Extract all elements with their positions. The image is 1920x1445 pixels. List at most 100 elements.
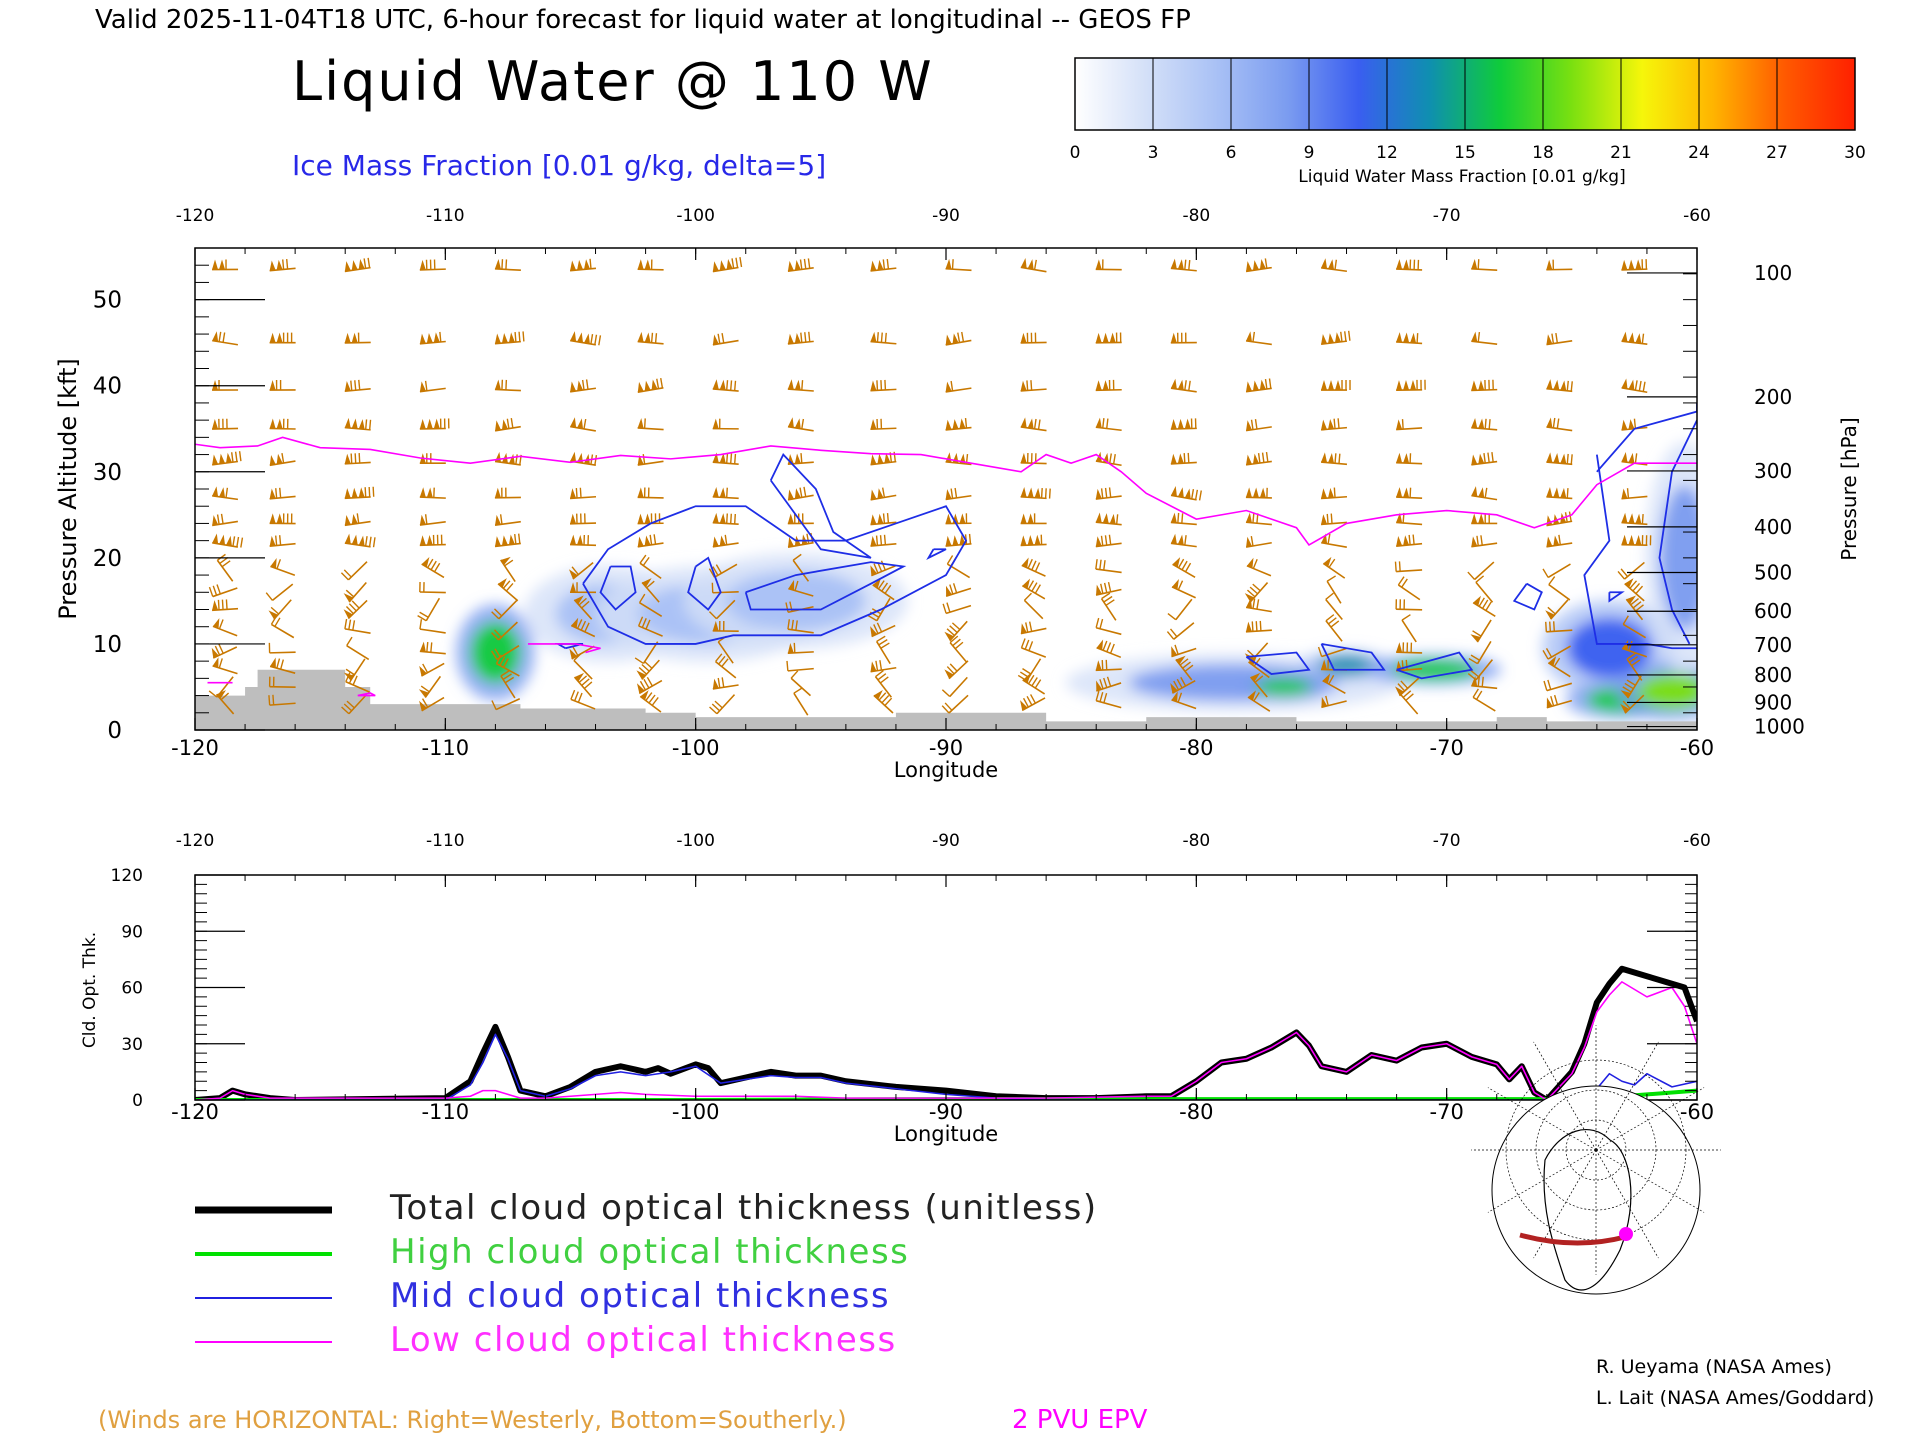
wind-barb-shaft	[495, 389, 521, 390]
bottom-ylabel: Cld. Opt. Thk.	[80, 932, 100, 1048]
wind-barb-feather	[1178, 513, 1179, 523]
valid-line: Valid 2025-11-04T18 UTC, 6-hour forecast…	[95, 5, 1191, 35]
wind-barb-feather	[365, 487, 366, 497]
wind-barb-feather	[366, 419, 367, 429]
x-tick-label: -60	[1680, 736, 1714, 760]
bottom-x-tick-label: -70	[1430, 1100, 1464, 1124]
wind-barb-shaft	[713, 592, 739, 593]
y-tick-label: 10	[93, 632, 122, 658]
wind-barb-feather	[1546, 622, 1547, 632]
bottom-x-tick-label: -60	[1680, 1100, 1714, 1124]
wind-barb-feather	[1042, 488, 1043, 498]
wind-barb-feather	[1189, 260, 1190, 270]
wind-barb-feather	[226, 599, 227, 609]
wind-barb-feather	[1031, 380, 1032, 390]
wind-barb-feather	[1338, 418, 1339, 428]
bottom-x-tick-label: -120	[171, 1100, 219, 1124]
credit-line-1: R. Ueyama (NASA Ames)	[1596, 1356, 1832, 1378]
top-ylabel-right: Pressure [hPa]	[1837, 417, 1861, 560]
x-tick-label: -90	[929, 736, 963, 760]
bottom-y-tick-label: 0	[132, 1091, 143, 1111]
wind-barb-feather	[506, 259, 507, 269]
bottom-xlabel: Longitude	[894, 1122, 998, 1146]
optical-thickness-panel: -120-120-110-110-100-100-90-90-80-80-70-…	[80, 831, 1714, 1146]
wind-barb-feather	[580, 488, 581, 498]
wind-barb-feather	[1642, 514, 1643, 524]
wind-barb-feather	[1185, 260, 1186, 270]
colorbar-label: Liquid Water Mass Fraction [0.01 g/kg]	[1298, 167, 1625, 187]
wind-barb-feather	[1417, 333, 1418, 343]
wind-barb-feather	[1252, 621, 1253, 631]
wind-barb-feather	[735, 454, 736, 464]
colorbar-tick-label: 27	[1766, 143, 1788, 163]
epv-label: 2 PVU EPV	[1012, 1405, 1148, 1435]
wind-barb-feather	[1478, 259, 1479, 269]
wind-barb-feather	[794, 643, 795, 653]
x-tick-label-top: -60	[1683, 206, 1711, 226]
pressure-tick-label: 700	[1754, 633, 1792, 657]
wind-barb-feather	[645, 418, 646, 428]
wind-barb-feather	[276, 488, 277, 498]
wind-barb-shaft	[638, 497, 664, 498]
wind-barb-feather	[1395, 562, 1396, 572]
wind-barb-feather	[1182, 513, 1183, 523]
wind-barb-feather	[656, 333, 657, 343]
wind-barb-feather	[283, 259, 284, 269]
wind-barb-feather	[1339, 454, 1340, 464]
wind-barb-feather	[1634, 419, 1635, 429]
bottom-x-tick-label-top: -120	[176, 831, 215, 851]
wind-barb-feather	[519, 332, 520, 342]
liquid-water-blob	[1318, 656, 1374, 675]
pressure-tick-label: 500	[1754, 560, 1792, 584]
colorbar-tick-label: 15	[1454, 143, 1476, 163]
north-polar-map-icon	[1471, 1025, 1721, 1294]
legend: Total cloud optical thickness (unitless)…	[195, 1188, 1098, 1360]
legend-label: Mid cloud optical thickness	[390, 1276, 890, 1316]
wind-barb-feather	[1331, 514, 1332, 524]
wind-barb-feather	[877, 332, 878, 342]
bottom-x-tick-label-top: -110	[426, 831, 465, 851]
main-title: Liquid Water @ 110 W	[292, 50, 934, 113]
pressure-tick-label: 900	[1754, 690, 1792, 714]
wind-barb-feather	[1413, 535, 1414, 545]
y-tick-label: 40	[93, 374, 122, 400]
legend-label: High cloud optical thickness	[390, 1232, 909, 1272]
wind-barb-feather	[877, 536, 878, 546]
pressure-tick-label: 300	[1754, 459, 1792, 483]
wind-barb-feather	[801, 453, 802, 463]
wind-barb-feather	[269, 695, 270, 705]
cross-section-panel: -120-120-110-110-100-100-90-90-80-80-70-…	[54, 206, 1861, 782]
pressure-tick-label: 200	[1754, 385, 1792, 409]
wind-barb-feather	[280, 488, 281, 498]
wind-barb-feather	[1406, 660, 1407, 670]
map-section-marker	[1619, 1227, 1633, 1241]
pressure-tick-label: 400	[1754, 515, 1792, 539]
wind-barb-feather	[431, 642, 432, 652]
colorbar-tick-label: 0	[1070, 143, 1081, 163]
wind-barb-feather	[515, 332, 516, 342]
wind-barb-feather	[1571, 381, 1572, 391]
winds-note: (Winds are HORIZONTAL: Right=Westerly, B…	[98, 1406, 847, 1434]
wind-barb-feather	[370, 420, 371, 430]
wind-barb-feather	[802, 380, 803, 390]
wind-barb-feather	[440, 332, 441, 342]
bottom-x-tick-label-top: -100	[676, 831, 715, 851]
colorbar-tick-label: 3	[1148, 143, 1159, 163]
wind-barb-feather	[809, 332, 810, 342]
wind-barb-feather	[953, 259, 954, 269]
colorbar-tick-label: 9	[1304, 143, 1315, 163]
wind-barb-feather	[523, 331, 524, 341]
wind-barb-feather	[881, 333, 882, 343]
pressure-tick-label: 100	[1754, 261, 1792, 285]
x-tick-label-top: -70	[1433, 206, 1461, 226]
wind-barb-feather	[727, 380, 728, 390]
wind-barb-feather	[359, 380, 360, 390]
wind-barb-feather	[355, 380, 356, 390]
top-xlabel: Longitude	[894, 758, 998, 782]
wind-barb-feather	[1184, 453, 1185, 463]
wind-barb-shaft	[420, 592, 446, 593]
wind-barb-feather	[735, 381, 736, 391]
bottom-plot-frame	[195, 875, 1697, 1100]
